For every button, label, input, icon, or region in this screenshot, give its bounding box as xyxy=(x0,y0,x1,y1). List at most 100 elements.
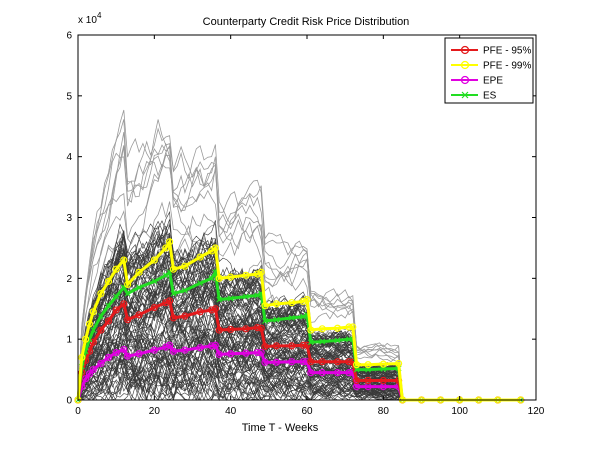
series-point xyxy=(162,299,170,307)
series-point xyxy=(272,358,281,366)
series-point xyxy=(150,303,158,312)
series-point xyxy=(113,293,120,300)
series-point xyxy=(120,300,128,308)
y-tick-label: 0 xyxy=(66,396,72,407)
series-pfe-95 xyxy=(74,297,525,404)
series-point xyxy=(169,265,178,273)
series-point xyxy=(135,268,143,276)
series-point xyxy=(215,274,223,282)
y-tick-label: 4 xyxy=(66,152,72,163)
series-point xyxy=(211,244,219,252)
series-point xyxy=(196,253,204,261)
legend: PFE - 95% PFE - 99% EPE ES xyxy=(444,37,534,104)
series-point xyxy=(307,358,315,366)
series-point xyxy=(307,339,314,346)
series-point xyxy=(207,306,216,314)
series-point xyxy=(104,277,113,285)
series-point xyxy=(318,358,326,366)
series-point xyxy=(135,350,143,358)
series-point xyxy=(300,313,307,320)
x-tick-label: 40 xyxy=(225,406,237,417)
series-point xyxy=(227,295,234,302)
series-point xyxy=(242,349,250,357)
series-point xyxy=(197,280,204,287)
series-point xyxy=(207,342,216,350)
y-exponent-base: x 10 xyxy=(78,15,97,26)
series-point xyxy=(364,361,372,369)
series-point xyxy=(272,300,281,308)
series-point xyxy=(124,280,132,289)
x-tick-label: 60 xyxy=(301,406,313,417)
series-point xyxy=(104,317,113,325)
series-point xyxy=(112,265,120,273)
series-point xyxy=(253,324,261,332)
series-point xyxy=(82,375,90,383)
series-point xyxy=(135,311,143,319)
series-point xyxy=(162,343,170,351)
series-point xyxy=(319,338,326,345)
series-point xyxy=(227,325,235,334)
legend-marker xyxy=(460,45,470,55)
series-point xyxy=(353,361,361,369)
series-point xyxy=(253,348,261,357)
y-tick-label: 5 xyxy=(66,91,72,102)
series-point xyxy=(78,353,86,362)
series-point xyxy=(303,296,311,304)
series-point xyxy=(365,366,371,373)
series-point xyxy=(227,273,235,281)
legend-entry: PFE - 99% xyxy=(451,61,531,72)
series-point xyxy=(181,346,189,354)
series-point xyxy=(299,341,307,349)
y-exponent: x 10 4 xyxy=(78,11,102,26)
series-point xyxy=(120,345,128,354)
series-point xyxy=(254,292,261,299)
legend-label: PFE - 95% xyxy=(483,46,531,57)
series-point xyxy=(243,293,249,300)
series-point xyxy=(181,262,189,270)
series-point xyxy=(170,290,177,297)
series-point xyxy=(261,342,269,351)
series-point xyxy=(353,376,361,385)
series-point xyxy=(166,341,174,349)
series-point xyxy=(216,296,223,303)
series-point xyxy=(166,238,174,246)
series-point xyxy=(136,284,142,291)
series-point xyxy=(196,308,204,316)
series-point xyxy=(112,306,120,314)
series-point xyxy=(120,256,128,264)
series-point xyxy=(345,323,353,331)
series-point xyxy=(288,314,295,321)
legend-marker xyxy=(460,75,470,85)
series-point xyxy=(288,342,296,350)
series-point xyxy=(303,341,311,349)
series-point xyxy=(253,270,261,278)
series-point xyxy=(104,353,113,362)
series-point xyxy=(288,358,296,366)
series-point xyxy=(215,326,223,334)
series-point xyxy=(257,348,265,357)
legend-entry: PFE - 95% xyxy=(451,46,531,57)
series-point xyxy=(208,275,215,282)
y-tick-label: 6 xyxy=(66,31,72,42)
series-point xyxy=(85,320,94,328)
x-axis-label: Time T - Weeks xyxy=(242,422,319,434)
legend-marker xyxy=(461,91,469,99)
series-point xyxy=(89,338,97,346)
series-point xyxy=(82,335,90,343)
ticks: 0 20 40 60 80 100 120 0 1 2 3 4 5 6 xyxy=(66,31,544,418)
chart-title: Counterparty Credit Risk Price Distribut… xyxy=(203,16,410,28)
series-point xyxy=(166,297,174,305)
series-point xyxy=(273,316,280,323)
x-tick-label: 20 xyxy=(149,406,161,417)
series-point xyxy=(395,359,403,368)
series-point xyxy=(242,271,250,279)
series-point xyxy=(90,327,97,333)
series-point xyxy=(196,344,204,352)
legend-box xyxy=(444,37,534,104)
series-point xyxy=(242,325,250,333)
y-exponent-power: 4 xyxy=(97,11,102,20)
series-point xyxy=(169,347,178,355)
series-point xyxy=(105,302,112,309)
series-point xyxy=(124,316,132,324)
series-point xyxy=(97,313,104,319)
